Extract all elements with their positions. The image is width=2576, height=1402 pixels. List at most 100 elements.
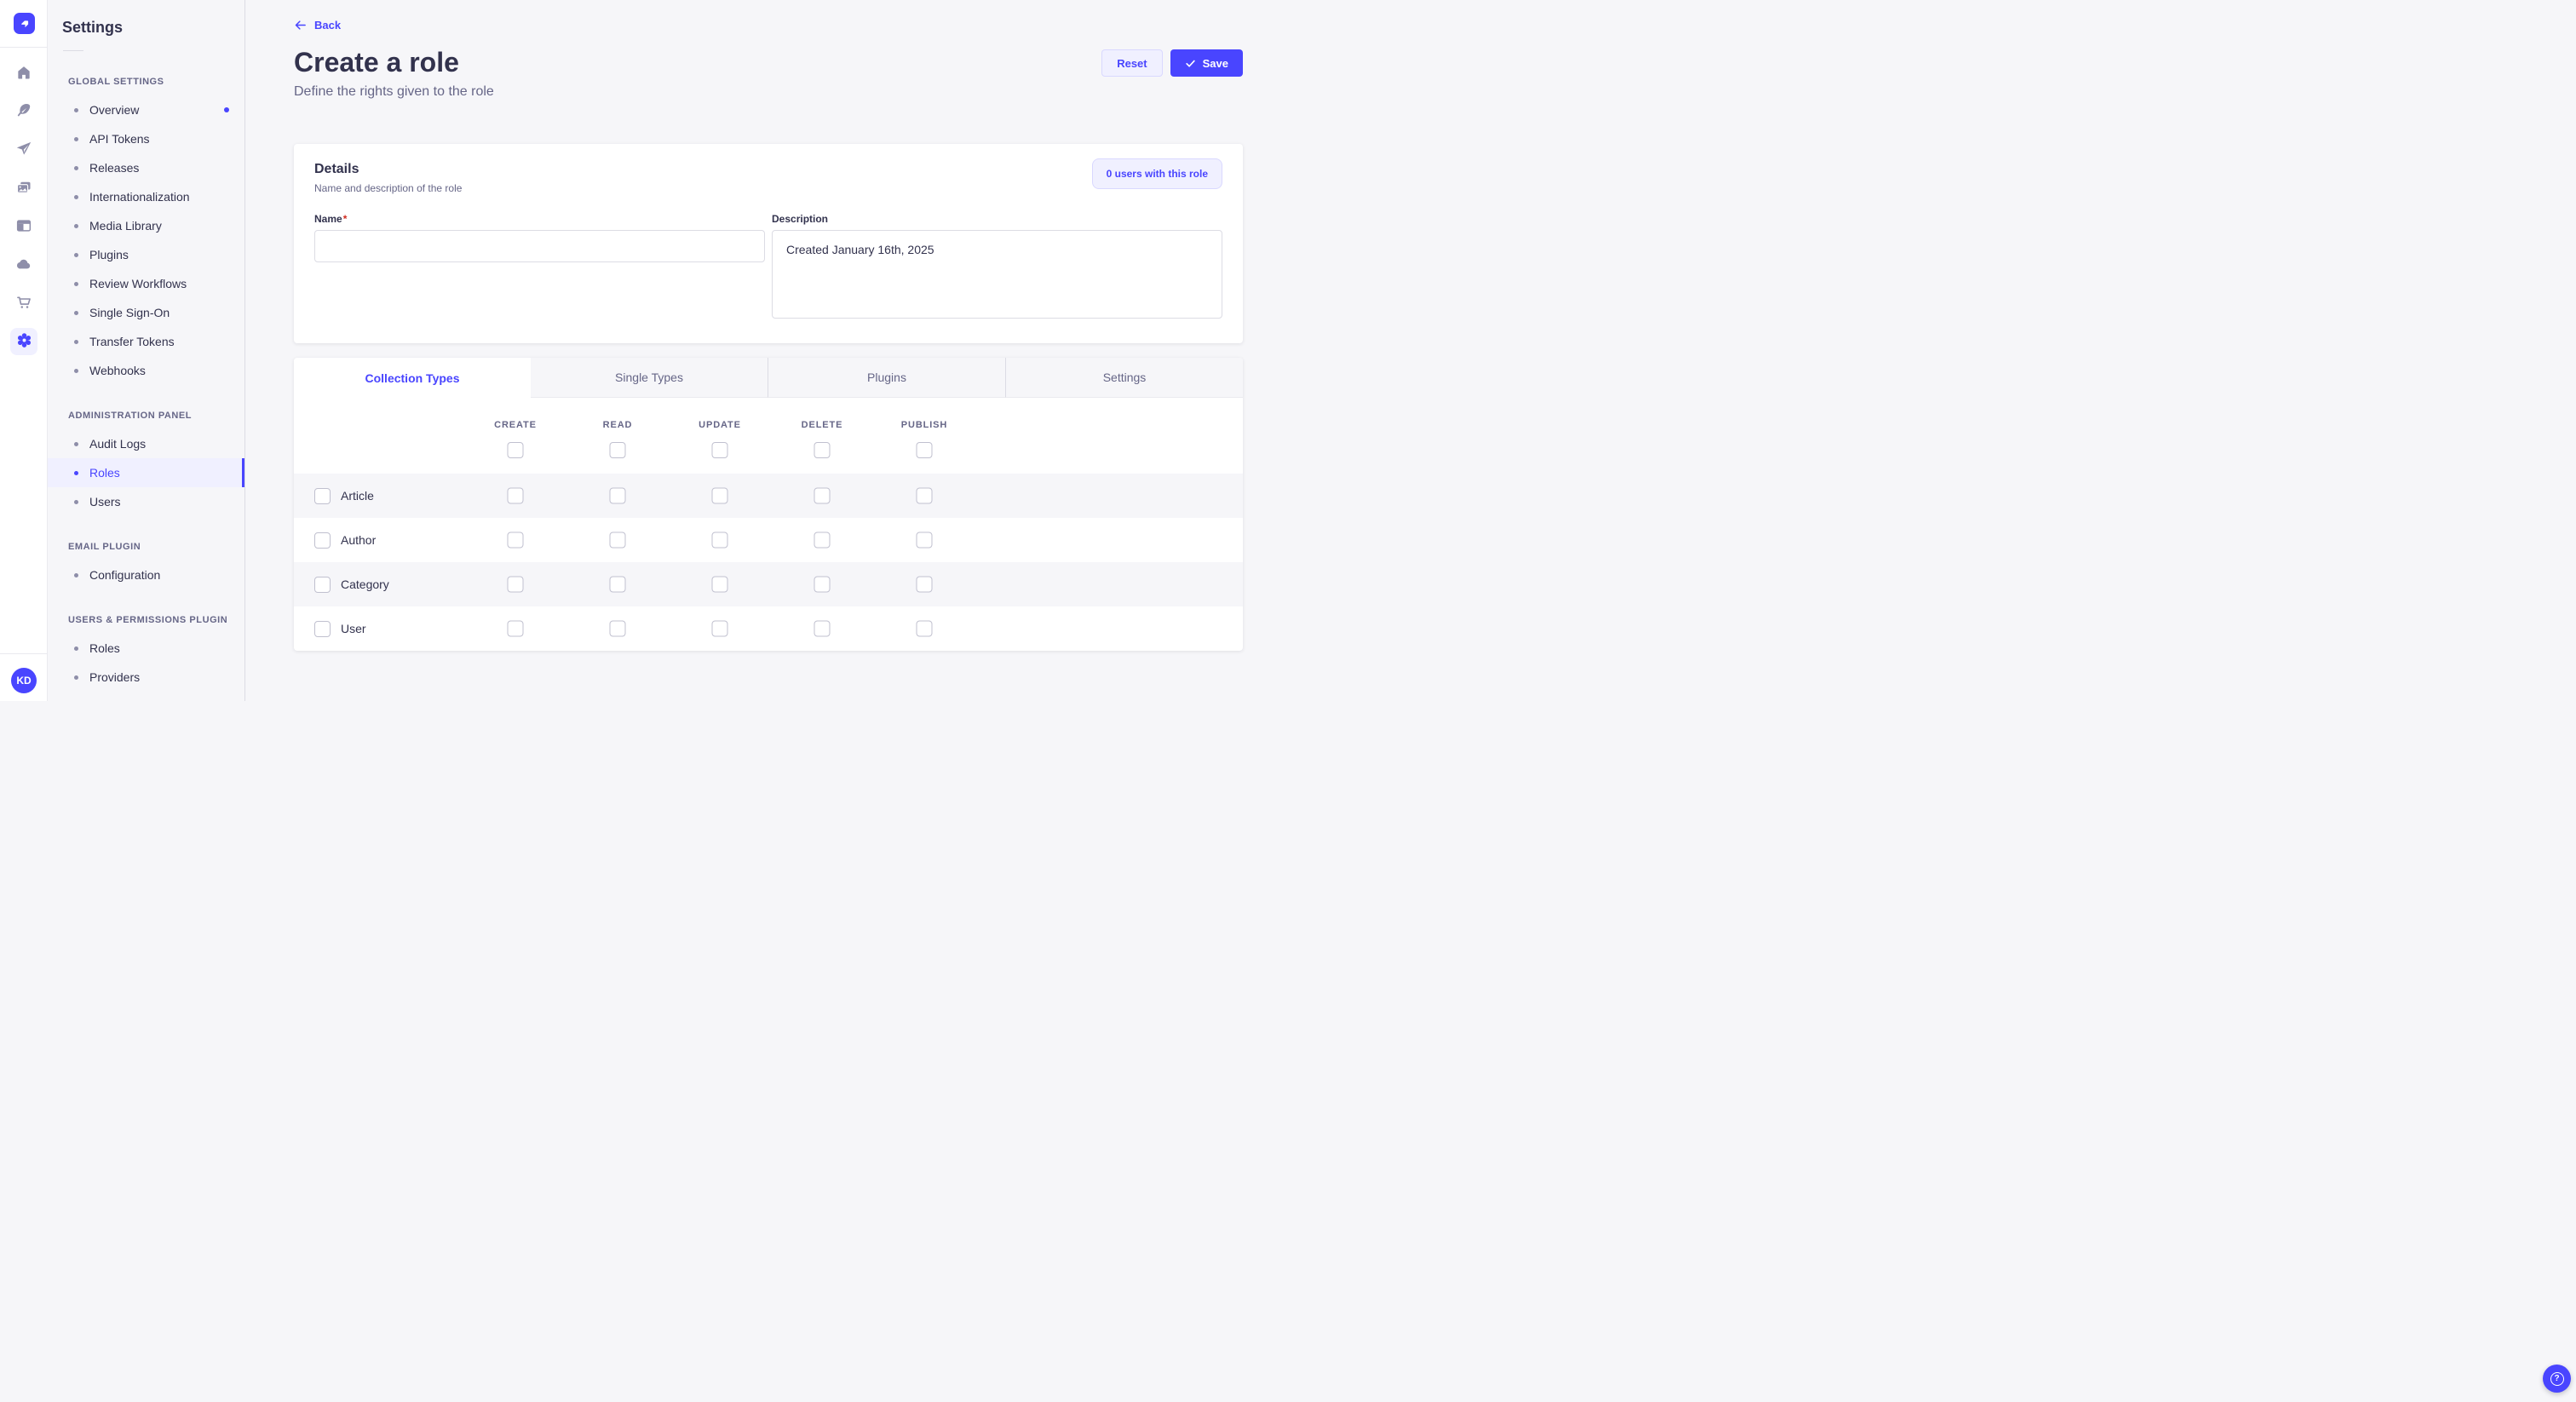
author-publish-checkbox[interactable]: [917, 532, 933, 549]
bullet-icon: [74, 340, 78, 344]
article-delete-checkbox[interactable]: [814, 488, 831, 504]
user-update-checkbox[interactable]: [712, 621, 728, 637]
select-all-create-checkbox[interactable]: [508, 442, 524, 458]
sidebar-item-transfer-tokens[interactable]: Transfer Tokens: [48, 327, 244, 356]
permissions-tabs: Collection TypesSingle TypesPluginsSetti…: [294, 358, 1243, 398]
article-update-checkbox[interactable]: [712, 488, 728, 504]
rail-item-media[interactable]: [10, 175, 37, 202]
sidebar-item-api-tokens[interactable]: API Tokens: [48, 124, 244, 153]
bullet-icon: [74, 311, 78, 315]
user-publish-checkbox[interactable]: [917, 621, 933, 637]
author-delete-checkbox[interactable]: [814, 532, 831, 549]
reset-button[interactable]: Reset: [1101, 49, 1162, 77]
bullet-icon: [74, 195, 78, 199]
bullet-icon: [74, 253, 78, 257]
category-read-checkbox[interactable]: [610, 577, 626, 593]
sidebar-item-configuration[interactable]: Configuration: [48, 560, 244, 589]
select-all-delete-checkbox[interactable]: [814, 442, 831, 458]
layout-icon: [15, 217, 32, 237]
bullet-icon: [74, 369, 78, 373]
category-create-checkbox[interactable]: [508, 577, 524, 593]
save-button[interactable]: Save: [1170, 49, 1243, 77]
back-link[interactable]: Back: [294, 19, 341, 32]
user-delete-checkbox[interactable]: [814, 621, 831, 637]
permissions-row-user: User: [294, 606, 1243, 651]
sidebar-item-label: Users: [89, 495, 121, 509]
app-rail: KD: [0, 0, 48, 701]
select-row-author-checkbox[interactable]: [314, 532, 331, 549]
sidebar-item-providers[interactable]: Providers: [48, 663, 244, 692]
sidebar-item-internationalization[interactable]: Internationalization: [48, 182, 244, 211]
sidebar-item-review-workflows[interactable]: Review Workflows: [48, 269, 244, 298]
rail-item-pen[interactable]: [10, 98, 37, 125]
rail-item-layout[interactable]: [10, 213, 37, 240]
avatar-initials: KD: [16, 675, 31, 687]
author-update-checkbox[interactable]: [712, 532, 728, 549]
gear-icon: [15, 331, 33, 352]
category-delete-checkbox[interactable]: [814, 577, 831, 593]
sidebar-item-label: Media Library: [89, 219, 162, 233]
users-with-role-button[interactable]: 0 users with this role: [1092, 158, 1222, 189]
tab-settings[interactable]: Settings: [1005, 358, 1243, 398]
role-name-input[interactable]: [314, 230, 765, 262]
user-create-checkbox[interactable]: [508, 621, 524, 637]
sidebar-item-single-sign-on[interactable]: Single Sign-On: [48, 298, 244, 327]
sidebar-item-users[interactable]: Users: [48, 487, 244, 516]
strapi-logo[interactable]: [14, 13, 35, 34]
back-arrow-icon: [294, 19, 307, 32]
sidebar-item-media-library[interactable]: Media Library: [48, 211, 244, 240]
select-all-publish-checkbox[interactable]: [917, 442, 933, 458]
sidebar-item-webhooks[interactable]: Webhooks: [48, 356, 244, 385]
sidebar-item-roles[interactable]: Roles: [48, 634, 244, 663]
select-row-category-checkbox[interactable]: [314, 577, 331, 593]
bullet-icon: [74, 442, 78, 446]
tab-collection-types[interactable]: Collection Types: [294, 358, 531, 398]
strapi-logo-icon: [17, 16, 32, 31]
bullet-icon: [74, 573, 78, 577]
category-publish-checkbox[interactable]: [917, 577, 933, 593]
sidebar-item-audit-logs[interactable]: Audit Logs: [48, 429, 244, 458]
rail-item-gear[interactable]: [10, 328, 37, 355]
article-publish-checkbox[interactable]: [917, 488, 933, 504]
permissions-row-article: Article: [294, 474, 1243, 518]
name-field-group: Name*: [314, 213, 765, 323]
select-row-user-checkbox[interactable]: [314, 621, 331, 637]
row-label: User: [341, 622, 366, 635]
user-read-checkbox[interactable]: [610, 621, 626, 637]
sidebar-title: Settings: [62, 19, 244, 37]
bullet-icon: [74, 646, 78, 651]
rail-item-home[interactable]: [10, 60, 37, 87]
select-all-update-checkbox[interactable]: [712, 442, 728, 458]
article-create-checkbox[interactable]: [508, 488, 524, 504]
sidebar-item-plugins[interactable]: Plugins: [48, 240, 244, 269]
back-label: Back: [314, 19, 341, 32]
help-button[interactable]: ?: [2543, 1365, 2571, 1393]
select-all-read-checkbox[interactable]: [610, 442, 626, 458]
sidebar-item-label: Internationalization: [89, 190, 190, 204]
sidebar-item-releases[interactable]: Releases: [48, 153, 244, 182]
sidebar-item-roles[interactable]: Roles: [48, 458, 244, 487]
column-header-read: READ: [603, 420, 633, 430]
paper-plane-icon: [15, 141, 32, 160]
rail-item-cart[interactable]: [10, 290, 37, 317]
description-label: Description: [772, 213, 1222, 225]
sidebar-item-overview[interactable]: Overview: [48, 95, 244, 124]
author-create-checkbox[interactable]: [508, 532, 524, 549]
tab-single-types[interactable]: Single Types: [531, 358, 768, 398]
tab-plugins[interactable]: Plugins: [768, 358, 1005, 398]
column-header-delete: DELETE: [802, 420, 843, 430]
author-read-checkbox[interactable]: [610, 532, 626, 549]
sidebar-item-label: Providers: [89, 670, 140, 684]
sidebar-item-label: Audit Logs: [89, 437, 146, 451]
article-read-checkbox[interactable]: [610, 488, 626, 504]
role-description-textarea[interactable]: Created January 16th, 2025: [772, 230, 1222, 319]
sidebar-item-label: Roles: [89, 466, 120, 480]
cart-icon: [15, 294, 32, 313]
category-update-checkbox[interactable]: [712, 577, 728, 593]
rail-item-paper-plane[interactable]: [10, 136, 37, 164]
user-avatar[interactable]: KD: [11, 668, 37, 693]
divider: [0, 47, 48, 48]
sidebar-section-header: GLOBAL SETTINGS: [68, 77, 244, 87]
rail-item-cloud[interactable]: [10, 251, 37, 279]
select-row-article-checkbox[interactable]: [314, 488, 331, 504]
